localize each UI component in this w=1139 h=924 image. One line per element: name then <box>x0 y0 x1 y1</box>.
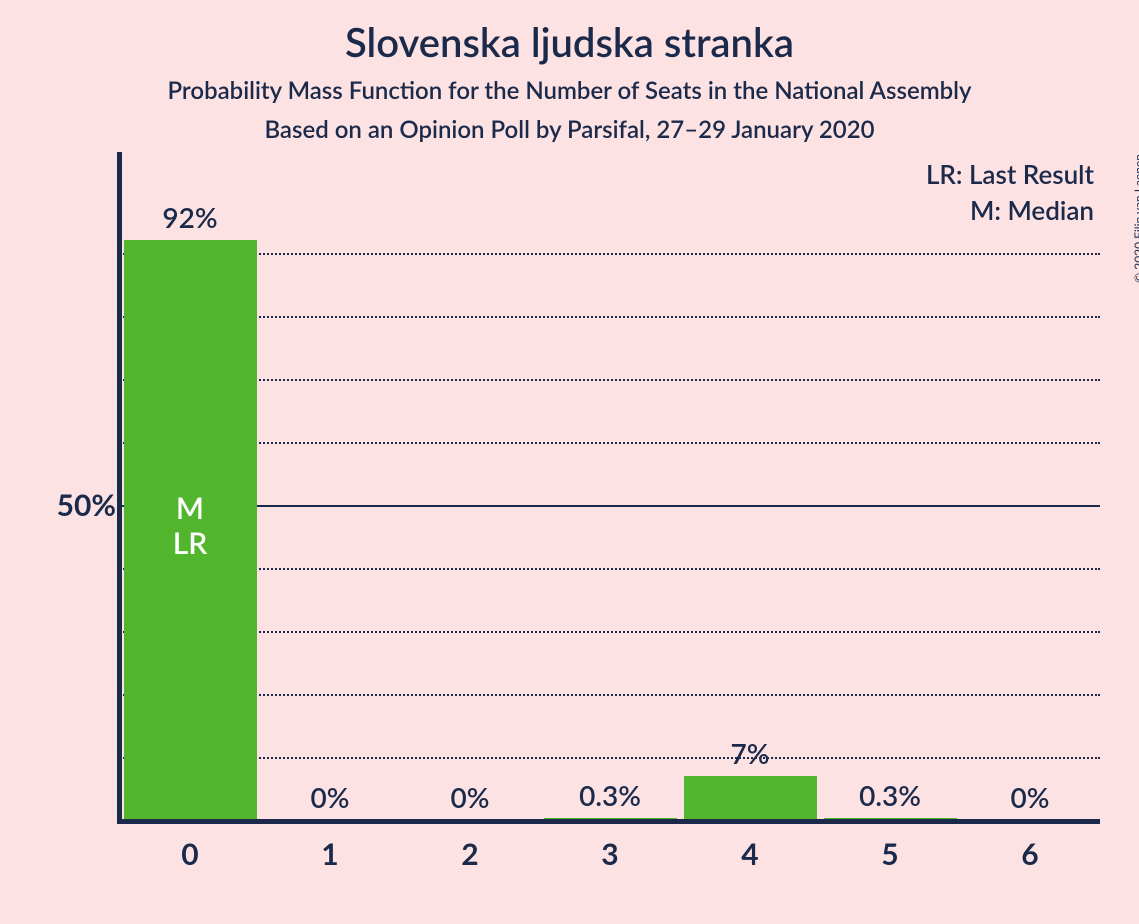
y-axis <box>117 152 122 823</box>
x-axis <box>117 819 1100 824</box>
bar-value-label: 0% <box>451 780 490 814</box>
bar-value-label: 7% <box>731 736 770 770</box>
bar-value-label: 0% <box>1011 780 1050 814</box>
bar-value-label: 92% <box>162 200 217 234</box>
x-axis-label: 3 <box>601 836 618 872</box>
x-axis-label: 2 <box>461 836 478 872</box>
gridline <box>120 568 1100 570</box>
chart-title: Slovenska ljudska stranka <box>0 0 1139 66</box>
legend-median: M: Median <box>970 194 1094 226</box>
x-axis-label: 4 <box>741 836 758 872</box>
gridline <box>120 631 1100 633</box>
gridline <box>120 757 1100 759</box>
bar-value-label: 0% <box>311 780 350 814</box>
gridline <box>120 442 1100 444</box>
gridline <box>120 379 1100 381</box>
bar-inner-label: MLR <box>173 491 208 560</box>
x-axis-label: 1 <box>321 836 338 872</box>
copyright-text: © 2020 Filip van Laenen <box>1131 154 1139 283</box>
x-axis-label: 5 <box>881 836 898 872</box>
gridline <box>120 253 1100 255</box>
y-axis-label: 50% <box>26 487 116 523</box>
chart-subtitle-1: Probability Mass Function for the Number… <box>0 66 1139 105</box>
plot-area: 50%92%MLR00%10%20.3%37%40.3%50%6LR: Last… <box>120 190 1100 820</box>
bar <box>684 776 817 820</box>
x-axis-label: 0 <box>181 836 198 872</box>
legend-last-result: LR: Last Result <box>926 158 1094 190</box>
gridline <box>120 694 1100 696</box>
x-axis-label: 6 <box>1021 836 1038 872</box>
gridline <box>120 505 1100 507</box>
bar-value-label: 0.3% <box>859 778 921 812</box>
gridline <box>120 316 1100 318</box>
chart-subtitle-2: Based on an Opinion Poll by Parsifal, 27… <box>0 105 1139 144</box>
bar-value-label: 0.3% <box>579 778 641 812</box>
